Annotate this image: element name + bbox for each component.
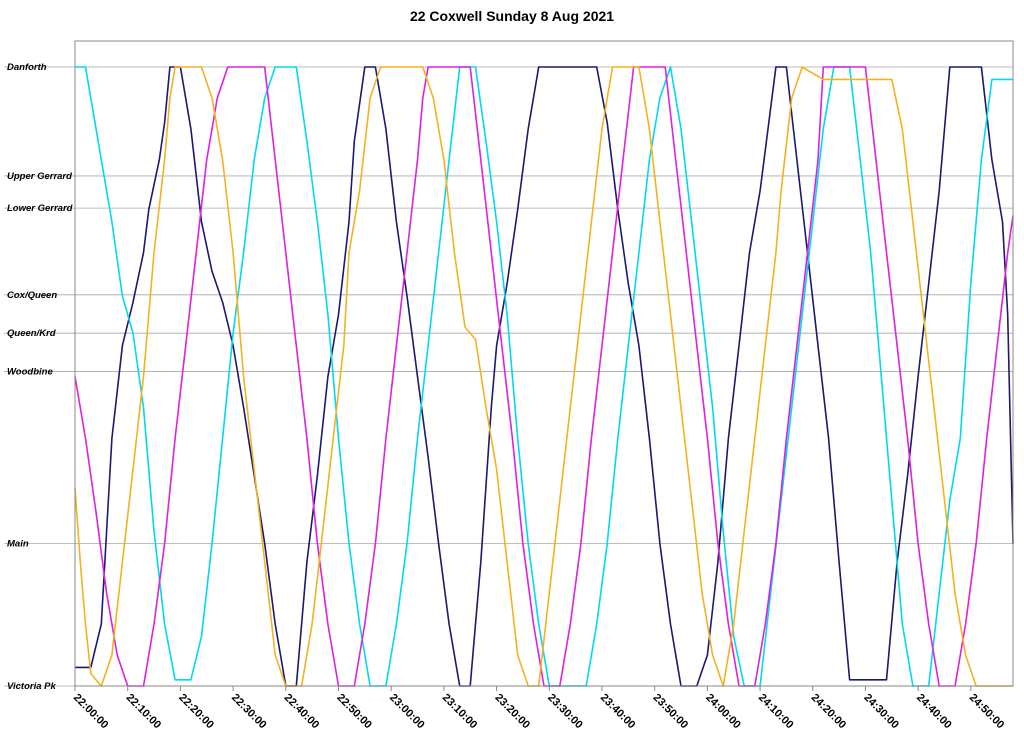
x-tick-label: 24:20:00 bbox=[809, 692, 849, 732]
x-tick-label: 24:50:00 bbox=[967, 692, 1007, 732]
x-tick-label: 24:30:00 bbox=[861, 692, 901, 732]
series-line-0 bbox=[75, 66, 1014, 687]
x-tick-label: 22:40:00 bbox=[282, 692, 322, 732]
grid-layer bbox=[4, 66, 1013, 687]
series-line-2 bbox=[74, 66, 1014, 687]
stop-labels: Danforth Upper Gerrard Lower Gerrard Cox/Qu… bbox=[7, 62, 73, 692]
x-tick-label: 22:20:00 bbox=[176, 692, 216, 732]
stop-label: Woodbine bbox=[7, 367, 53, 378]
x-tick-label: 22:50:00 bbox=[334, 692, 374, 732]
stop-label: Main bbox=[7, 539, 29, 550]
stop-label: Lower Gerrard bbox=[7, 203, 73, 214]
series-line-1 bbox=[75, 66, 1013, 687]
x-ticks: 22:00:00 22:10:00 22:20:00 22:30:00 22:40:00… bbox=[71, 686, 1006, 731]
stop-label: Upper Gerrard bbox=[7, 171, 72, 182]
plot-frame bbox=[74, 40, 1014, 687]
x-tick-label: 23:00:00 bbox=[387, 692, 427, 732]
stop-label: Queen/Krd bbox=[7, 328, 56, 339]
x-tick-label: 22:00:00 bbox=[71, 692, 111, 732]
x-tick-label: 24:40:00 bbox=[914, 692, 954, 732]
stop-label: Victoria Pk bbox=[7, 681, 56, 692]
x-tick-label: 23:20:00 bbox=[492, 692, 532, 732]
x-tick-label: 22:10:00 bbox=[124, 692, 164, 732]
stop-label: Cox/Queen bbox=[7, 290, 57, 301]
x-tick-label: 24:00:00 bbox=[703, 692, 743, 732]
stop-label: Danforth bbox=[7, 62, 47, 73]
series-layer bbox=[74, 66, 1014, 687]
x-tick-label: 23:10:00 bbox=[440, 692, 480, 732]
x-tick-label: 22:30:00 bbox=[229, 692, 269, 732]
x-tick-label: 23:50:00 bbox=[651, 692, 691, 732]
x-tick-label: 23:30:00 bbox=[545, 692, 585, 732]
chart-title: 22 Coxwell Sunday 8 Aug 2021 bbox=[409, 8, 615, 24]
x-tick-label: 24:10:00 bbox=[756, 692, 796, 732]
x-tick-label: 23:40:00 bbox=[598, 692, 638, 732]
series-line-3 bbox=[74, 66, 1013, 687]
